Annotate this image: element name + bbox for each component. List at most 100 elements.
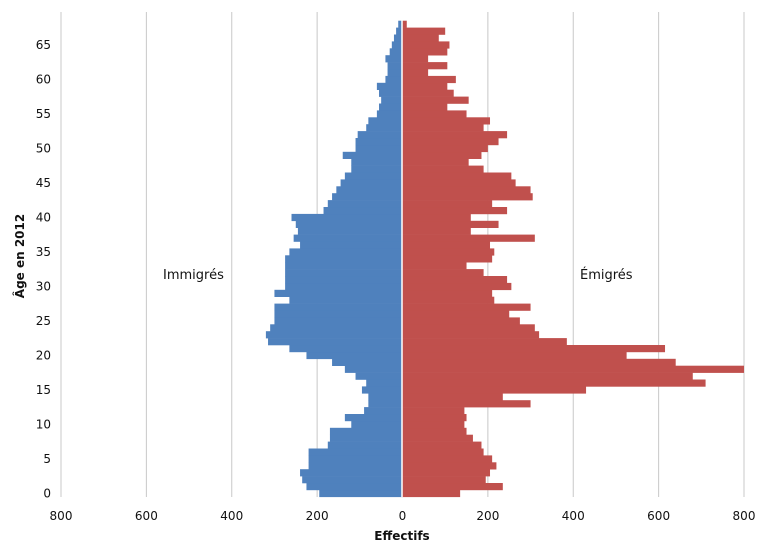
bar-emigres <box>402 213 471 222</box>
bar-emigres <box>402 165 484 173</box>
bar-immigres <box>297 227 403 235</box>
bar-immigres <box>387 62 403 70</box>
bar-immigres <box>361 386 403 394</box>
bar-immigres <box>355 144 403 153</box>
y-tick-label: 15 <box>36 383 51 397</box>
bar-emigres <box>402 407 465 415</box>
bar-emigres <box>402 476 486 484</box>
bar-emigres <box>402 441 482 449</box>
bar-immigres <box>393 34 403 42</box>
bar-emigres <box>402 151 482 159</box>
bar-emigres <box>402 455 493 463</box>
bar-immigres <box>327 200 403 208</box>
y-tick-label: 30 <box>36 280 51 294</box>
bar-immigres <box>381 96 403 104</box>
bar-emigres <box>402 427 467 435</box>
bar-emigres <box>402 414 467 422</box>
bar-emigres <box>402 96 469 104</box>
bar-emigres <box>402 483 503 491</box>
bar-emigres <box>402 172 512 180</box>
emigres-series <box>402 20 744 498</box>
bar-immigres <box>308 455 403 463</box>
bar-emigres <box>402 248 495 256</box>
bar-emigres <box>402 365 744 373</box>
bar-emigres <box>402 69 429 77</box>
bar-emigres <box>402 379 706 387</box>
bar-immigres <box>302 476 403 484</box>
bar-emigres <box>402 48 448 56</box>
bar-immigres <box>289 248 403 256</box>
bar-emigres <box>402 20 407 28</box>
bar-immigres <box>308 462 403 470</box>
x-tick-label: 200 <box>476 509 499 523</box>
x-tick-label: 600 <box>135 509 158 523</box>
bar-immigres <box>274 310 403 318</box>
bar-immigres <box>306 483 403 491</box>
bar-emigres <box>402 220 499 228</box>
bar-immigres <box>319 489 403 498</box>
bar-emigres <box>402 62 448 70</box>
bar-immigres <box>291 213 403 222</box>
bar-emigres <box>402 386 587 394</box>
bar-emigres <box>402 338 567 346</box>
bar-immigres <box>300 241 403 249</box>
x-tick-label: 800 <box>733 509 756 523</box>
y-tick-label: 65 <box>36 38 51 52</box>
bar-immigres <box>329 427 403 435</box>
bar-immigres <box>379 103 403 111</box>
bar-immigres <box>344 414 403 422</box>
y-tick-label: 40 <box>36 211 51 225</box>
bar-immigres <box>368 393 403 401</box>
bar-immigres <box>289 345 403 353</box>
bar-emigres <box>402 296 495 304</box>
y-tick-label: 5 <box>43 452 51 466</box>
bar-emigres <box>402 34 439 42</box>
bar-emigres <box>402 55 429 63</box>
bar-emigres <box>402 331 540 339</box>
bar-emigres <box>402 138 499 146</box>
bar-immigres <box>342 151 403 159</box>
bar-immigres <box>357 131 403 139</box>
bar-emigres <box>402 324 535 332</box>
bar-immigres <box>387 69 403 77</box>
bar-immigres <box>364 407 403 415</box>
bar-immigres <box>270 324 403 332</box>
bar-emigres <box>402 144 488 153</box>
bar-emigres <box>402 448 484 456</box>
bar-emigres <box>402 400 531 408</box>
bar-immigres <box>366 379 403 387</box>
bar-emigres <box>402 186 531 194</box>
bar-emigres <box>402 462 497 470</box>
bar-immigres <box>289 296 403 304</box>
bar-emigres <box>402 255 493 263</box>
x-tick-label: 400 <box>562 509 585 523</box>
bar-emigres <box>402 289 493 297</box>
bar-immigres <box>376 110 403 118</box>
bar-immigres <box>265 331 403 339</box>
bar-emigres <box>402 269 484 277</box>
bar-emigres <box>402 227 471 235</box>
bar-immigres <box>274 303 403 311</box>
x-tick-label: 200 <box>306 509 329 523</box>
bar-immigres <box>340 179 403 187</box>
bar-emigres <box>402 303 531 311</box>
bar-emigres <box>402 372 693 380</box>
bar-immigres <box>366 124 403 132</box>
bar-immigres <box>368 117 403 125</box>
bar-emigres <box>402 241 491 249</box>
bar-immigres <box>285 255 403 263</box>
bar-emigres <box>402 41 450 49</box>
bar-emigres <box>402 89 454 97</box>
bar-immigres <box>391 41 403 49</box>
bar-immigres <box>308 448 403 456</box>
x-tick-label: 400 <box>220 509 243 523</box>
bar-immigres <box>351 420 403 429</box>
bar-emigres <box>402 358 676 366</box>
bar-emigres <box>402 276 508 284</box>
bar-emigres <box>402 117 491 125</box>
bar-immigres <box>285 282 403 291</box>
bar-immigres <box>355 372 403 380</box>
immigres-series <box>265 20 403 498</box>
bar-immigres <box>274 317 403 325</box>
